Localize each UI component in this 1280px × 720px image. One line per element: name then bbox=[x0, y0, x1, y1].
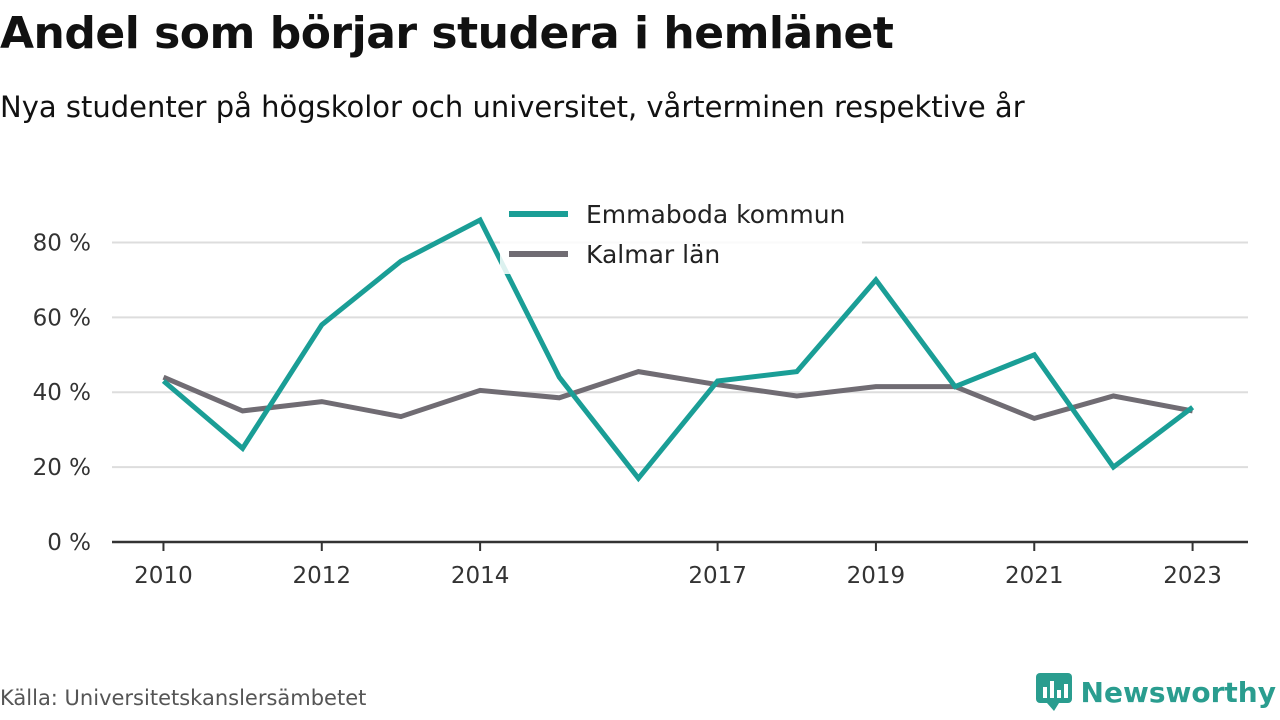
legend-label: Emmaboda kommun bbox=[586, 200, 845, 229]
source-note: Källa: Universitetskanslersämbetet bbox=[0, 686, 367, 710]
series-line bbox=[161, 216, 1195, 483]
series-lines bbox=[161, 216, 1195, 483]
legend-background bbox=[500, 196, 862, 274]
chart-subtitle: Nya studenter på högskolor och universit… bbox=[0, 90, 1025, 124]
line-chart: 0 % 20 % 40 % 60 % 80 % 2010 2012 2014 2017 2019 2… bbox=[32, 196, 1248, 589]
chart-title: Andel som börjar studera i hemlänet bbox=[0, 8, 894, 59]
x-tick-label: 2014 bbox=[451, 563, 510, 589]
x-tick-label: 2012 bbox=[293, 563, 352, 589]
y-tick-label: 20 % bbox=[33, 455, 91, 481]
series-line bbox=[162, 369, 1194, 422]
x-tick-label: 2021 bbox=[1005, 563, 1064, 589]
brand-logo[interactable]: Newsworthy bbox=[1035, 672, 1276, 712]
y-tick-label: 0 % bbox=[47, 530, 91, 556]
axes: 0 % 20 % 40 % 60 % 80 % 2010 2012 2014 2017 2019 2… bbox=[33, 230, 1248, 589]
x-tick-label: 2023 bbox=[1163, 563, 1222, 589]
legend: Emmaboda kommun Kalmar län bbox=[500, 196, 862, 274]
newsworthy-logo-icon bbox=[1035, 673, 1072, 711]
y-tick-label: 40 % bbox=[33, 380, 91, 406]
gridlines bbox=[112, 241, 1248, 469]
brand-name: Newsworthy bbox=[1080, 675, 1276, 709]
legend-label: Kalmar län bbox=[586, 240, 720, 269]
x-tick-label: 2010 bbox=[134, 563, 193, 589]
x-tick-label: 2019 bbox=[847, 563, 906, 589]
y-tick-label: 60 % bbox=[33, 305, 91, 331]
y-tick-label: 80 % bbox=[33, 230, 91, 256]
x-tick-label: 2017 bbox=[688, 563, 747, 589]
